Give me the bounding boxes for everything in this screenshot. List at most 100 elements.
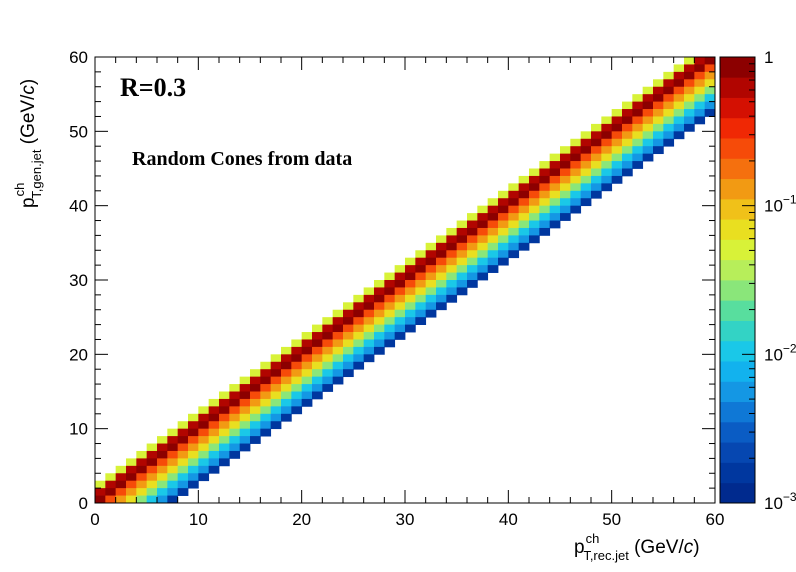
annotation-radius: R=0.3 (120, 73, 186, 102)
heatmap-cell (498, 242, 509, 251)
heatmap-cell (229, 413, 241, 422)
heatmap-cell (312, 391, 323, 400)
heatmap-cell (384, 280, 396, 288)
heatmap-cell (539, 205, 551, 214)
heatmap-cell (467, 220, 478, 229)
heatmap-cell (591, 123, 602, 132)
heatmap-cell (167, 436, 179, 444)
heatmap-cell (270, 384, 282, 392)
heatmap-cell (291, 376, 303, 385)
x-tick-label: 0 (90, 510, 99, 529)
heatmap-cell (622, 161, 633, 169)
heatmap-cell (270, 413, 282, 422)
heatmap-cell (198, 436, 210, 444)
heatmap-cell (704, 109, 716, 117)
heatmap-cell (684, 101, 695, 110)
heatmap-cell (363, 317, 375, 325)
heatmap-cell (673, 79, 685, 88)
heatmap-cell (601, 123, 613, 132)
heatmap-cell (281, 361, 292, 370)
heatmap-cell (250, 369, 261, 378)
heatmap-cell (167, 488, 179, 496)
heatmap-cell (126, 473, 137, 482)
heatmap-cell (374, 324, 385, 333)
heatmap-cell (508, 235, 520, 244)
heatmap-cell (498, 257, 509, 266)
heatmap-cell (467, 235, 478, 244)
heatmap-cell (105, 480, 117, 489)
heatmap-cell (198, 458, 210, 467)
heatmap-cell (219, 436, 230, 444)
heatmap-cell (508, 190, 520, 199)
heatmap-cell (374, 332, 385, 340)
heatmap-cell (188, 436, 199, 444)
heatmap-cell (188, 413, 199, 422)
heatmap-cell (560, 198, 571, 207)
heatmap-cell (177, 443, 189, 452)
heatmap-cell (229, 391, 241, 400)
heatmap-cell (487, 235, 499, 244)
heatmap-cell (322, 384, 334, 392)
heatmap-cell (529, 190, 540, 199)
x-tick-label: 10 (189, 510, 208, 529)
heatmap-cell (694, 86, 706, 95)
heatmap-cell (518, 220, 530, 229)
heatmap-cell (270, 376, 282, 385)
heatmap-cell (219, 406, 230, 415)
heatmap-cell (549, 198, 561, 207)
heatmap-cell (239, 443, 251, 452)
heatmap-cell (549, 153, 561, 162)
heatmap-cell (673, 116, 685, 125)
y-axis-title: pch T,gen.jet (GeV/c) (12, 79, 44, 208)
heatmap-cell (653, 94, 664, 102)
heatmap-cell (425, 302, 437, 311)
heatmap-cell (642, 146, 654, 155)
heatmap-cell (436, 235, 447, 244)
heatmap-cell (229, 398, 241, 407)
heatmap-cell (570, 183, 582, 192)
heatmap-cell (312, 361, 323, 370)
heatmap-cell (415, 265, 427, 273)
heatmap-cell (673, 86, 685, 95)
heatmap-cell (508, 205, 520, 214)
heatmap-cell (591, 153, 602, 162)
heatmap-cell (219, 428, 230, 437)
heatmap-cell (301, 376, 313, 385)
heatmap-cell (601, 168, 613, 177)
heatmap-cell (229, 406, 241, 415)
heatmap-cell (260, 384, 272, 392)
heatmap-cell (312, 369, 323, 378)
heatmap-cell (177, 488, 189, 496)
heatmap-cell (167, 495, 179, 504)
heatmap-cell (704, 71, 716, 80)
heatmap-cell (508, 183, 520, 192)
heatmap-cell (591, 138, 602, 147)
heatmap-cell (622, 138, 633, 147)
heatmap-cell (208, 421, 220, 430)
heatmap-cell (529, 175, 540, 184)
heatmap-cell (673, 123, 685, 132)
heatmap-cell (570, 146, 582, 155)
palette-outline (719, 56, 756, 504)
heatmap-cell (177, 473, 189, 482)
heatmap-cell (663, 131, 675, 140)
heatmap-cell (188, 473, 199, 482)
heatmap-cell (219, 458, 230, 467)
heatmap-cell (467, 250, 478, 259)
heatmap-cell (477, 242, 489, 251)
heatmap-cell (415, 302, 427, 311)
heatmap-cell (487, 242, 499, 251)
heatmap-cell (322, 346, 334, 355)
heatmap-cell (239, 436, 251, 444)
heatmap-cell (591, 190, 602, 199)
heatmap-cell (560, 213, 571, 221)
heatmap-cell (343, 324, 354, 333)
heatmap-cell (704, 86, 716, 95)
palette-swatch (720, 381, 755, 403)
heatmap-cell (632, 116, 644, 125)
heatmap-cell (467, 213, 478, 221)
heatmap-cell (353, 324, 365, 333)
heatmap-cell (477, 205, 489, 214)
heatmap-cell (167, 443, 179, 452)
